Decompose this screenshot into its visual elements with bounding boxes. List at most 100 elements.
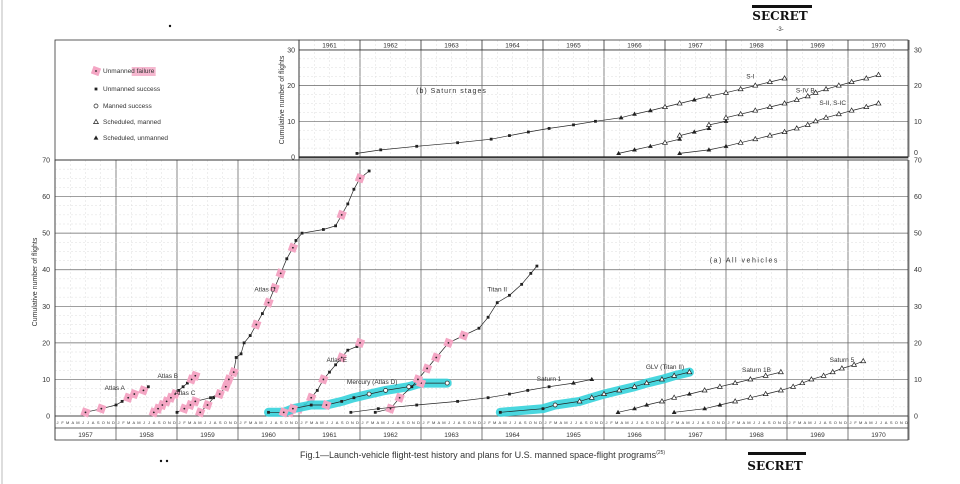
point-scheduled-manned-marker [781,100,788,106]
month-tick: S [707,420,710,425]
legend-label: Unmanned failure [103,68,155,75]
point-success-marker [547,127,551,130]
main-x-tick-year: 1958 [139,432,154,439]
point-success-marker [346,202,350,206]
month-tick: F [61,420,64,425]
point-success-marker [415,403,419,407]
point-scheduled-unmanned-marker [677,136,683,141]
month-tick: O [468,420,471,425]
month-tick: J [118,420,120,425]
point-failure-marker [322,378,325,381]
month-tick: A [742,420,745,425]
month-tick: A [315,420,318,425]
point-success-marker [177,389,181,392]
month-tick: M [320,420,323,425]
month-tick: A [498,420,501,425]
point-success-marker [379,148,383,152]
month-tick: N [473,420,476,425]
point-success-marker [498,410,502,414]
main-x-tick-year: 1966 [627,432,642,439]
month-tick: A [559,420,562,425]
month-tick: J [850,420,852,425]
point-success-marker [340,399,344,403]
month-tick: M [808,420,811,425]
month-tick: A [620,420,623,425]
main-y-tick-right: 60 [914,194,922,201]
month-tick: N [229,420,232,425]
top-x-tick-year: 1967 [688,43,703,50]
secret-stamp-top: SECRET [752,9,807,23]
month-tick: S [402,420,405,425]
legend-item: Manned success [93,103,153,110]
legend-scheduled-manned-marker [92,118,100,124]
month-tick: M [747,420,750,425]
point-failure-marker [170,396,172,399]
point-scheduled-manned-marker [777,387,784,393]
month-tick: S [97,420,100,425]
point-success-marker [547,385,551,389]
point-failure-marker [206,404,209,406]
month-tick: N [351,420,354,425]
month-tick: O [590,420,593,425]
month-tick: J [545,420,547,425]
point-success-marker [346,348,350,352]
point-success-marker [486,315,490,319]
month-tick: A [214,420,217,425]
month-tick: J [448,420,450,425]
point-scheduled-manned-marker [752,107,759,113]
top-y-axis-title: Cumulative number of flights [279,55,286,144]
month-tick: J [179,420,181,425]
main-y-tick-left: 20 [42,340,50,347]
main-y-tick-left: 0 [46,414,50,421]
month-tick: N [534,420,537,425]
point-scheduled-unmanned-marker [647,107,653,113]
point-success-marker [572,123,575,127]
point-scheduled-manned-marker [752,82,759,88]
point-manned-success-marker [552,402,558,408]
point-scheduled-unmanned-marker [589,376,595,382]
point-failure-marker [224,385,227,388]
month-tick: N [900,420,903,425]
point-success-marker [495,301,499,305]
point-failure-marker [282,411,285,414]
point-failure-marker [292,246,294,249]
point-success-marker [212,396,215,400]
point-scheduled-manned-marker [701,387,708,393]
month-tick: M [625,420,628,425]
point-scheduled-manned-marker [823,85,830,92]
point-scheduled-unmanned-marker [723,143,729,148]
series-label-atlas-e: Atlas E [327,357,348,364]
series-atlas-d: Atlas D [195,169,371,418]
point-success-marker [594,119,597,123]
month-tick: O [224,420,227,425]
point-scheduled-manned-marker [661,103,669,109]
point-scheduled-manned-marker [686,368,693,375]
top-y-tick-right: 0 [914,150,918,157]
month-tick: J [514,420,516,425]
point-scheduled-unmanned-marker [671,409,677,414]
top-x-tick-year: 1965 [566,43,581,50]
point-scheduled-manned-marker [737,139,744,145]
page-number: -3- [776,27,783,33]
main-y-tick-left: 10 [42,377,50,384]
series-label-atlas-d: Atlas D [254,287,275,294]
month-tick: J [814,420,816,425]
point-success-marker [508,392,511,396]
month-tick: S [219,420,222,425]
series-titan-ii: Titan II [373,264,539,414]
point-success-marker [373,410,377,414]
series-label-saturn-1: Saturn 1 [537,376,562,383]
month-tick: A [702,420,705,425]
point-success-marker [267,410,270,414]
top-x-tick-year: 1969 [810,43,825,50]
month-tick: M [442,420,445,425]
legend-item: Unmanned success [94,86,161,93]
series-label-saturn-1b: Saturn 1B [742,367,771,374]
point-scheduled-unmanned-marker [632,406,637,411]
top-y-tick-right: 30 [914,47,922,54]
point-scheduled-manned-marker [631,383,638,389]
point-success-marker [486,396,490,400]
legend-label: Unmanned success [103,86,161,93]
month-tick: J [143,420,145,425]
month-tick: F [244,420,247,425]
